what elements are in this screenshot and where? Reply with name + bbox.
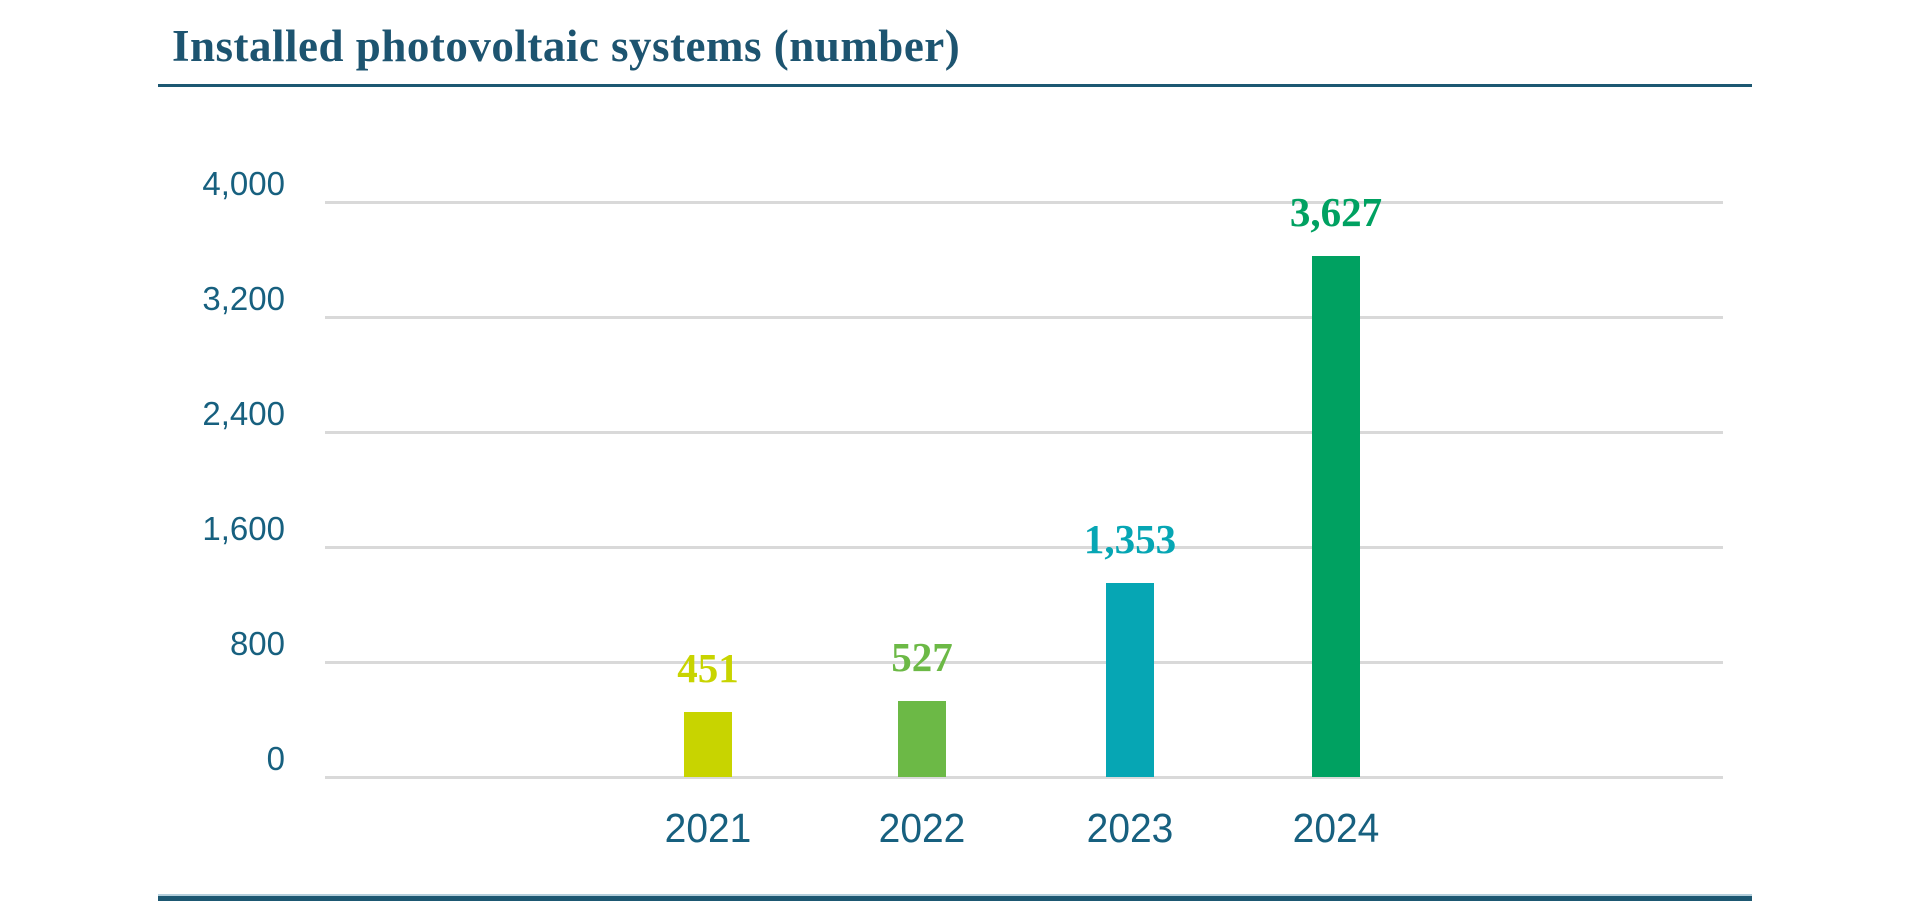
- x-tick-label-2023: 2023: [1086, 805, 1174, 851]
- gridline-3200: [325, 315, 1723, 319]
- bottom-divider-light-stripe: [158, 894, 1752, 896]
- gridline-0: [325, 775, 1723, 779]
- gridline-2400: [325, 430, 1723, 434]
- chart-title: Installed photovoltaic systems (number): [172, 21, 961, 71]
- bar-value-label-2023: 1,353: [1083, 515, 1177, 562]
- y-axis-tick-labels: 0 800 1,600 2,400 3,200 4,000: [0, 167, 285, 777]
- plot-area: 451 527 1,353 3,627: [325, 190, 1723, 779]
- y-tick-label-0: 0: [266, 740, 285, 777]
- bar-2022: [898, 701, 946, 777]
- gridline-4000: [325, 200, 1723, 204]
- y-tick-label-4000: 4,000: [202, 165, 285, 202]
- x-axis-tick-labels: 2021 2022 2023 2024: [0, 806, 1913, 856]
- x-tick-label-2021: 2021: [664, 805, 752, 851]
- bar-value-label-2022: 527: [891, 634, 953, 681]
- gridline-800: [325, 660, 1723, 664]
- bar-value-label-2021: 451: [677, 645, 739, 692]
- y-tick-label-2400: 2,400: [202, 395, 285, 432]
- y-tick-label-800: 800: [229, 625, 285, 662]
- y-tick-label-1600: 1,600: [202, 510, 285, 547]
- bottom-divider-line: [158, 894, 1752, 901]
- bar-value-label-2024: 3,627: [1289, 188, 1383, 235]
- bar-2021: [684, 712, 732, 777]
- bottom-divider-dark-stripe: [158, 896, 1752, 901]
- bar-2023: [1106, 582, 1154, 777]
- bar-2024: [1312, 255, 1360, 777]
- title-divider-line: [158, 84, 1752, 87]
- y-tick-label-3200: 3,200: [202, 280, 285, 317]
- x-tick-label-2022: 2022: [878, 805, 966, 851]
- x-tick-label-2024: 2024: [1292, 805, 1380, 851]
- gridline-1600: [325, 545, 1723, 549]
